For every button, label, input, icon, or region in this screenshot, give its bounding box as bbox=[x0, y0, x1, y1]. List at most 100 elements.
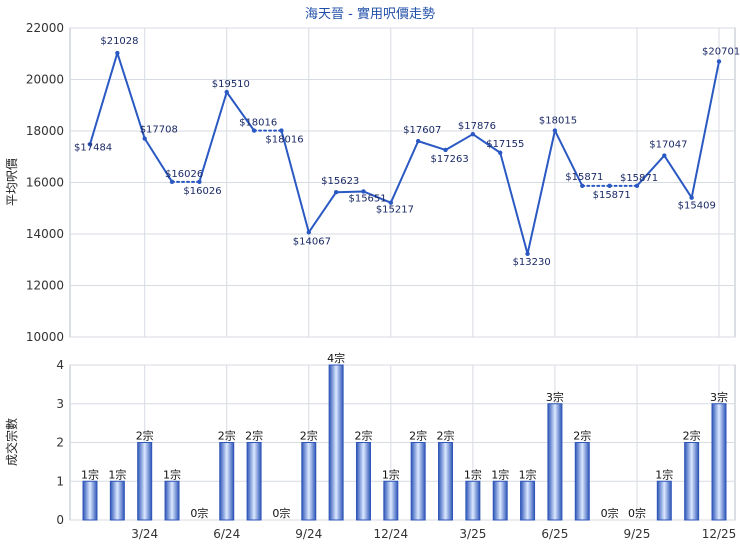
line-y-tick-5: 20000 bbox=[26, 73, 64, 87]
line-point-8 bbox=[306, 230, 311, 235]
bar-value-label-5: 2宗 bbox=[218, 429, 236, 443]
line-point-3 bbox=[169, 179, 175, 185]
transaction-bar-0 bbox=[82, 480, 98, 521]
line-segment-8 bbox=[307, 191, 338, 234]
bar-value-label-0: 1宗 bbox=[81, 467, 99, 481]
bar-x-tick-6: 9/25 bbox=[623, 527, 650, 541]
bar-y-tick-0: 0 bbox=[56, 513, 64, 527]
bar-x-tick-3: 12/24 bbox=[374, 527, 409, 541]
line-data-label-17: $18015 bbox=[539, 116, 577, 127]
line-segment-10 bbox=[362, 190, 392, 204]
line-data-label-5: $19510 bbox=[212, 79, 250, 90]
transaction-bar-22 bbox=[684, 442, 700, 521]
bar-value-label-18: 2宗 bbox=[573, 429, 591, 443]
line-segment-14 bbox=[471, 133, 502, 154]
line-segment-12 bbox=[417, 140, 447, 151]
line-y-axis-label: 平均呎價 bbox=[5, 158, 19, 206]
line-data-label-12: $17607 bbox=[403, 125, 441, 136]
bar-value-label-3: 1宗 bbox=[163, 467, 181, 481]
bar-value-label-16: 1宗 bbox=[519, 467, 537, 481]
transaction-bar-5 bbox=[219, 442, 235, 521]
line-data-label-6: $18016 bbox=[239, 118, 277, 129]
transaction-bar-9 bbox=[328, 364, 344, 521]
bar-value-label-17: 3宗 bbox=[546, 390, 564, 404]
line-point-15 bbox=[498, 150, 503, 155]
line-y-tick-6: 22000 bbox=[26, 21, 64, 35]
line-data-label-10: $15651 bbox=[348, 193, 386, 204]
line-point-2 bbox=[142, 136, 147, 141]
bar-value-label-4: 0宗 bbox=[190, 506, 208, 520]
transaction-bar-17 bbox=[547, 403, 563, 521]
line-data-label-4: $16026 bbox=[183, 186, 221, 197]
line-segment-16 bbox=[526, 129, 556, 255]
line-segment-1 bbox=[116, 52, 146, 140]
line-y-tick-2: 14000 bbox=[26, 227, 64, 241]
line-point-9 bbox=[333, 190, 339, 195]
line-point-13 bbox=[443, 147, 448, 153]
transaction-bar-21 bbox=[656, 480, 672, 521]
line-segment-17 bbox=[553, 129, 584, 187]
line-segment-5 bbox=[225, 91, 256, 132]
bar-value-label-6: 2宗 bbox=[245, 429, 263, 443]
line-point-21 bbox=[662, 153, 667, 158]
line-y-tick-4: 18000 bbox=[26, 124, 64, 138]
bar-x-tick-2: 9/24 bbox=[295, 527, 322, 541]
bar-value-label-1: 1宗 bbox=[108, 467, 126, 481]
bar-x-tick-1: 6/24 bbox=[213, 527, 240, 541]
bar-value-label-23: 3宗 bbox=[710, 390, 728, 404]
line-y-tick-0: 10000 bbox=[26, 330, 64, 344]
line-point-16 bbox=[525, 251, 530, 257]
line-data-label-18: $15871 bbox=[565, 172, 603, 183]
transaction-bar-3 bbox=[164, 480, 180, 521]
bar-value-label-11: 1宗 bbox=[382, 467, 400, 481]
line-point-7 bbox=[279, 128, 284, 133]
line-segment-9 bbox=[335, 190, 365, 194]
line-point-19 bbox=[607, 183, 612, 189]
line-data-label-14: $17876 bbox=[458, 121, 496, 132]
bar-x-tick-5: 6/25 bbox=[541, 527, 568, 541]
bar-y-tick-4: 4 bbox=[56, 358, 64, 372]
line-data-label-13: $17263 bbox=[431, 154, 469, 165]
line-data-label-1: $21028 bbox=[100, 36, 138, 47]
line-point-0 bbox=[87, 142, 93, 147]
transaction-bar-18 bbox=[574, 442, 590, 521]
bar-value-label-8: 2宗 bbox=[300, 429, 318, 443]
bar-value-label-21: 1宗 bbox=[655, 467, 673, 481]
line-data-label-16: $13230 bbox=[513, 257, 551, 268]
line-segment-21 bbox=[663, 154, 693, 199]
bar-x-tick-7: 12/25 bbox=[702, 527, 737, 541]
line-data-label-21: $17047 bbox=[649, 140, 687, 151]
transaction-bar-10 bbox=[355, 442, 371, 521]
bar-value-label-15: 1宗 bbox=[491, 467, 509, 481]
transaction-bar-11 bbox=[383, 480, 399, 521]
line-segment-7 bbox=[280, 129, 310, 234]
bar-value-label-7: 0宗 bbox=[272, 506, 290, 520]
line-segment-13 bbox=[444, 133, 474, 151]
line-data-label-19: $15871 bbox=[593, 190, 631, 201]
line-segment-15 bbox=[499, 151, 529, 255]
transaction-bar-16 bbox=[520, 480, 536, 521]
line-point-10 bbox=[361, 189, 366, 194]
line-point-20 bbox=[634, 183, 640, 189]
bar-value-label-19: 0宗 bbox=[601, 506, 619, 520]
line-segment-2 bbox=[143, 137, 174, 183]
line-data-label-8: $14067 bbox=[293, 236, 331, 247]
line-data-label-11: $15217 bbox=[376, 205, 414, 216]
line-data-label-3: $16026 bbox=[165, 169, 203, 180]
bar-value-label-13: 2宗 bbox=[437, 429, 455, 443]
transaction-bar-15 bbox=[492, 480, 508, 521]
transaction-bar-23 bbox=[711, 403, 727, 521]
line-y-tick-3: 16000 bbox=[26, 176, 64, 190]
bar-value-label-9: 4宗 bbox=[327, 351, 345, 365]
line-point-6 bbox=[251, 128, 257, 133]
line-point-18 bbox=[580, 183, 585, 189]
bar-x-tick-4: 3/25 bbox=[459, 527, 486, 541]
bar-y-tick-3: 3 bbox=[56, 397, 64, 411]
bar-x-tick-0: 3/24 bbox=[131, 527, 158, 541]
bar-value-label-14: 1宗 bbox=[464, 467, 482, 481]
line-point-22 bbox=[689, 195, 694, 200]
bar-y-tick-1: 1 bbox=[56, 474, 64, 488]
line-segment-20 bbox=[635, 154, 666, 187]
line-point-12 bbox=[415, 138, 421, 144]
line-point-14 bbox=[470, 131, 476, 137]
